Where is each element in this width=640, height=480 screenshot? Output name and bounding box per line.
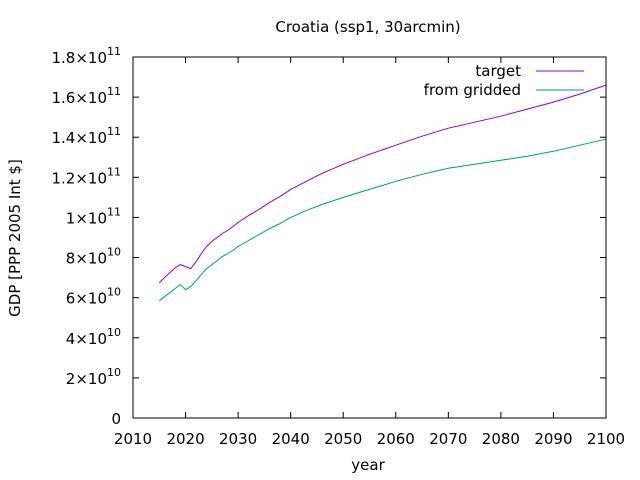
y-tick-base: 0 xyxy=(111,410,121,428)
y-tick-base: 1.2×10 xyxy=(51,169,107,187)
y-tick-exponent: 10 xyxy=(107,326,121,339)
y-tick-exponent: 11 xyxy=(107,85,121,98)
y-tick-label: 0 xyxy=(111,410,121,428)
x-tick-label: 2060 xyxy=(377,430,415,448)
y-tick-label: 8×1010 xyxy=(66,246,121,268)
y-axis: 02×10104×10106×10108×10101×10111.2×10111… xyxy=(51,45,606,428)
y-tick-base: 6×10 xyxy=(66,290,107,308)
y-tick-base: 8×10 xyxy=(66,250,107,268)
x-tick-label: 2090 xyxy=(534,430,572,448)
x-tick-label: 2030 xyxy=(219,430,257,448)
x-tick-label: 2020 xyxy=(166,430,204,448)
series-line-target xyxy=(158,84,607,283)
x-tick-label: 2100 xyxy=(587,430,625,448)
y-tick-label: 2×1010 xyxy=(66,366,121,388)
y-tick-base: 1×10 xyxy=(66,209,107,227)
series-line-from-gridded xyxy=(158,138,607,302)
y-tick-label: 4×1010 xyxy=(66,326,121,348)
y-tick-label: 1×1011 xyxy=(66,205,121,227)
y-tick-exponent: 11 xyxy=(107,165,121,178)
x-axis: 2010 2020 2030 2040 2050 2060 2070 2080 2090 2100 xyxy=(114,57,625,448)
x-tick-label: 2070 xyxy=(429,430,467,448)
y-axis-label: GDP [PPP 2005 Int $] xyxy=(6,159,24,317)
plot-border xyxy=(132,56,607,419)
y-tick-label: 1.4×1011 xyxy=(51,125,121,147)
chart-title: Croatia (ssp1, 30arcmin) xyxy=(275,18,460,36)
y-tick-exponent: 11 xyxy=(107,205,121,218)
y-tick-label: 1.6×1011 xyxy=(51,85,121,107)
y-tick-exponent: 11 xyxy=(107,45,121,58)
plot-frame xyxy=(132,56,607,419)
y-tick-label: 1.8×1011 xyxy=(51,45,121,67)
x-tick-label: 2040 xyxy=(272,430,310,448)
y-tick-base: 1.8×10 xyxy=(51,49,107,67)
legend-label: from gridded xyxy=(424,81,521,99)
y-tick-exponent: 10 xyxy=(107,286,121,299)
x-tick-label: 2080 xyxy=(482,430,520,448)
y-tick-exponent: 10 xyxy=(107,366,121,379)
series-layer xyxy=(158,84,607,302)
legend-label: target xyxy=(475,62,521,80)
y-tick-label: 6×1010 xyxy=(66,286,121,308)
y-tick-exponent: 10 xyxy=(107,246,121,259)
y-tick-base: 1.4×10 xyxy=(51,129,107,147)
y-tick-base: 4×10 xyxy=(66,330,107,348)
y-tick-label: 1.2×1011 xyxy=(51,165,121,187)
y-tick-base: 1.6×10 xyxy=(51,89,107,107)
y-tick-exponent: 11 xyxy=(107,125,121,138)
x-tick-label: 2010 xyxy=(114,430,152,448)
y-tick-base: 2×10 xyxy=(66,370,107,388)
x-axis-label: year xyxy=(351,456,385,474)
x-tick-label: 2050 xyxy=(324,430,362,448)
